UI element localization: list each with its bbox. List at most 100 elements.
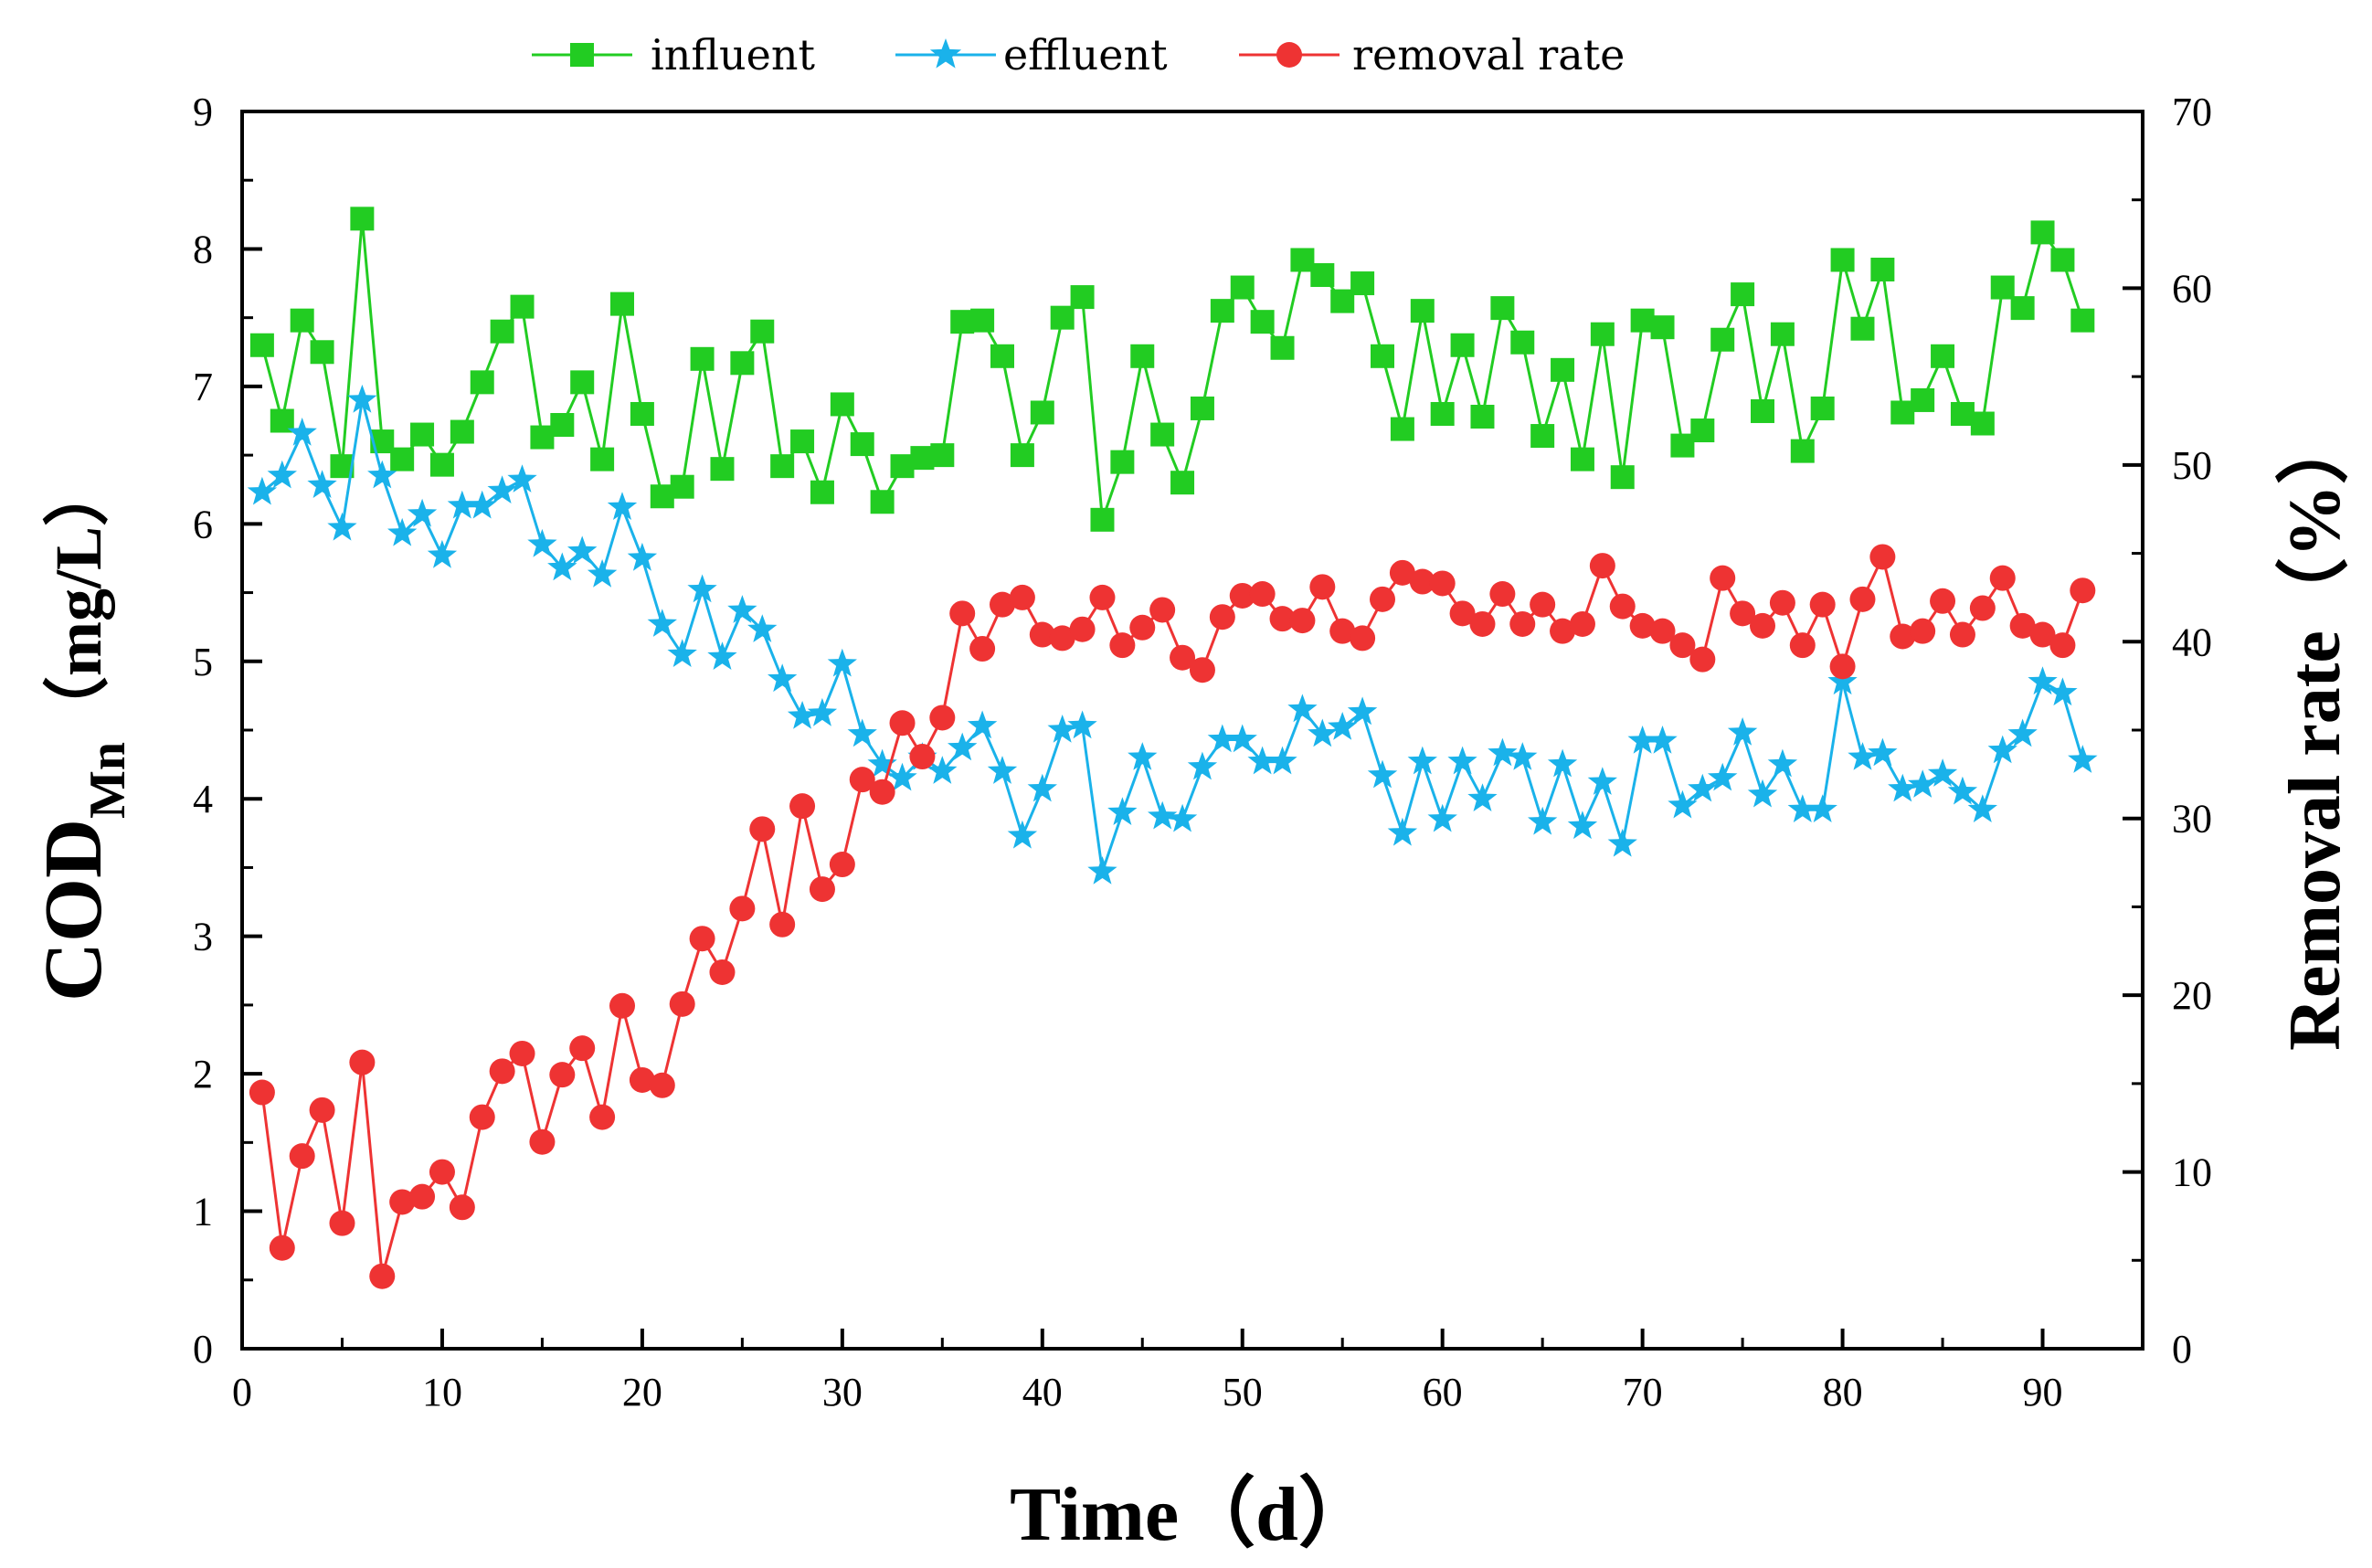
data-point-removal-rate (1669, 632, 1696, 659)
y2-axis-title: Removal rate（%） (2275, 411, 2356, 1051)
data-point-influent (1110, 450, 1135, 474)
data-point-effluent (1888, 773, 1918, 802)
data-point-effluent (1947, 776, 1978, 805)
data-point-removal-rate (549, 1062, 576, 1088)
data-point-influent (1931, 344, 1955, 368)
data-point-removal-rate (729, 895, 756, 922)
data-point-removal-rate (1530, 591, 1556, 618)
y-axis-right: 0 10 20 30 40 50 60 70 (2123, 90, 2212, 1372)
data-point-influent (1570, 447, 1594, 471)
legend-label-removal: removal rate (1352, 30, 1625, 79)
data-point-effluent (2007, 718, 2038, 747)
data-point-removal-rate (1589, 553, 1615, 579)
data-point-removal-rate (1429, 570, 1456, 597)
data-point-removal-rate (1370, 586, 1395, 612)
data-point-influent (1310, 263, 1335, 288)
data-point-effluent (927, 756, 958, 784)
data-point-influent (1830, 248, 1855, 272)
data-point-effluent (1187, 751, 1218, 780)
data-point-effluent (727, 595, 757, 623)
data-point-effluent (1128, 742, 1158, 770)
data-point-removal-rate (2049, 632, 2076, 659)
data-point-removal-rate (789, 793, 816, 820)
data-point-influent (1850, 316, 1875, 341)
data-point-influent (690, 346, 715, 371)
data-point-removal-rate (1149, 597, 1176, 623)
data-point-influent (2050, 248, 2075, 272)
data-point-effluent (807, 697, 838, 726)
data-point-removal-rate (1029, 621, 1055, 648)
data-point-influent (1990, 275, 2015, 300)
data-point-effluent (367, 460, 397, 489)
data-point-effluent (1047, 715, 1077, 743)
data-point-influent (1010, 443, 1034, 468)
data-point-effluent (627, 542, 658, 571)
data-point-effluent (287, 418, 317, 446)
data-point-effluent (667, 639, 697, 667)
data-point-effluent (407, 498, 438, 527)
data-point-removal-rate (749, 816, 776, 842)
data-point-removal-rate (1649, 618, 1676, 644)
data-point-influent (1810, 396, 1835, 420)
data-point-removal-rate (1989, 565, 2016, 591)
data-point-effluent (2068, 745, 2098, 773)
data-point-influent (1650, 315, 1675, 340)
data-point-removal-rate (1170, 644, 1196, 671)
data-point-removal-rate (849, 767, 875, 793)
data-point-effluent (987, 756, 1018, 784)
y-axis-title-sub: Mn (79, 742, 136, 819)
data-point-influent (610, 291, 634, 316)
data-point-effluent (1308, 718, 1338, 747)
data-point-influent (810, 480, 834, 504)
y-axis-title-unit: （mg/L） (42, 461, 115, 742)
legend: influent effluent removal rate (532, 30, 1625, 79)
data-point-removal-rate (669, 991, 695, 1017)
data-point-removal-rate (1949, 621, 1975, 648)
data-point-influent (1210, 299, 1234, 323)
data-point-effluent (1087, 856, 1117, 885)
data-point-removal-rate (249, 1079, 275, 1106)
data-point-influent (350, 207, 375, 231)
data-point-removal-rate (1229, 582, 1255, 609)
y2-tick-label: 10 (2172, 1150, 2212, 1195)
svg-text:CODMn（mg/L）: CODMn（mg/L） (28, 461, 136, 1001)
data-point-removal-rate (1350, 625, 1376, 652)
data-point-influent (1070, 285, 1095, 310)
y-tick-label: 8 (193, 227, 213, 271)
data-point-influent (770, 454, 795, 479)
x-tick-label: 50 (1223, 1370, 1263, 1414)
data-point-effluent (887, 762, 917, 791)
data-point-influent (2030, 220, 2055, 245)
data-point-effluent (1708, 762, 1738, 791)
data-point-effluent (1767, 748, 1798, 778)
y2-tick-label: 50 (2172, 443, 2212, 488)
data-point-influent (1450, 333, 1475, 357)
data-point-influent (1290, 248, 1315, 272)
data-point-effluent (1908, 769, 1938, 798)
data-point-influent (390, 447, 415, 471)
data-point-removal-rate (1049, 625, 1075, 652)
data-point-influent (1470, 404, 1495, 429)
data-point-removal-rate (1269, 606, 1296, 632)
data-point-removal-rate (1449, 600, 1476, 627)
data-point-removal-rate (2009, 612, 2036, 639)
data-point-removal-rate (1969, 595, 1996, 621)
y-tick-label: 9 (193, 90, 213, 134)
data-point-effluent (1508, 742, 1538, 770)
data-point-removal-rate (469, 1104, 495, 1130)
data-point-removal-rate (689, 926, 715, 952)
data-point-influent (1510, 330, 1535, 355)
data-point-influent (1890, 400, 1915, 425)
data-point-influent (650, 484, 674, 509)
data-point-removal-rate (629, 1066, 655, 1093)
data-point-influent (1090, 507, 1115, 532)
data-point-effluent (307, 470, 337, 498)
data-point-influent (1150, 422, 1175, 447)
data-point-effluent (867, 748, 897, 778)
data-point-influent (1610, 465, 1635, 490)
data-point-effluent (1207, 724, 1237, 753)
data-point-influent (830, 392, 854, 417)
data-point-influent (570, 370, 595, 395)
data-point-influent (1430, 401, 1455, 426)
data-point-removal-rate (990, 591, 1015, 618)
